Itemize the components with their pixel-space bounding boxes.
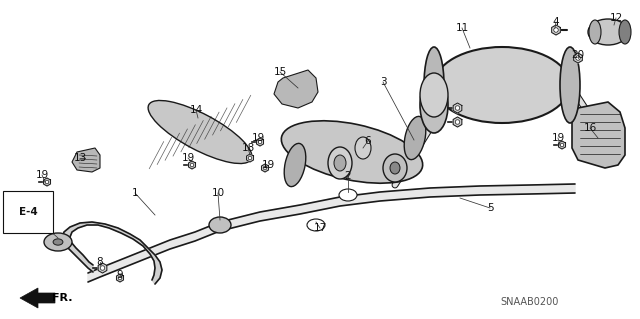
Ellipse shape — [328, 147, 352, 179]
Text: 13: 13 — [74, 153, 86, 163]
Text: 19: 19 — [252, 133, 264, 143]
Ellipse shape — [209, 217, 231, 233]
Circle shape — [554, 28, 558, 32]
Ellipse shape — [619, 20, 631, 44]
Circle shape — [190, 163, 194, 167]
Polygon shape — [552, 25, 561, 35]
Text: 8: 8 — [97, 257, 103, 267]
Text: 9: 9 — [116, 270, 124, 280]
Circle shape — [263, 166, 267, 170]
Polygon shape — [116, 274, 124, 282]
Ellipse shape — [420, 77, 448, 133]
Text: 10: 10 — [211, 188, 225, 198]
Text: SNAAB0200: SNAAB0200 — [501, 297, 559, 307]
Circle shape — [118, 276, 122, 280]
Ellipse shape — [148, 100, 252, 164]
Polygon shape — [274, 70, 318, 108]
Text: 19: 19 — [181, 153, 195, 163]
Circle shape — [576, 56, 580, 60]
Text: 19: 19 — [552, 133, 564, 143]
Ellipse shape — [339, 189, 357, 201]
Text: 3: 3 — [380, 77, 387, 87]
Text: 14: 14 — [189, 105, 203, 115]
Polygon shape — [262, 164, 268, 172]
Text: FR.: FR. — [52, 293, 72, 303]
Ellipse shape — [404, 116, 426, 160]
Text: 1: 1 — [132, 188, 138, 198]
Polygon shape — [559, 141, 566, 149]
Ellipse shape — [391, 163, 399, 173]
Circle shape — [258, 140, 262, 144]
Ellipse shape — [434, 47, 570, 123]
Circle shape — [248, 156, 252, 160]
Ellipse shape — [420, 73, 448, 117]
Ellipse shape — [307, 219, 325, 231]
Text: 7: 7 — [44, 223, 51, 233]
Ellipse shape — [383, 154, 407, 182]
Text: 17: 17 — [314, 223, 326, 233]
Text: 12: 12 — [609, 13, 623, 23]
Text: 6: 6 — [365, 136, 371, 146]
Ellipse shape — [588, 19, 628, 45]
Text: 19: 19 — [35, 170, 49, 180]
Polygon shape — [573, 53, 582, 63]
Polygon shape — [88, 184, 575, 282]
Polygon shape — [72, 148, 100, 172]
Ellipse shape — [390, 162, 400, 174]
Polygon shape — [453, 117, 462, 127]
Text: E-4: E-4 — [19, 207, 37, 217]
Text: 4: 4 — [553, 17, 559, 27]
Text: 18: 18 — [241, 143, 255, 153]
Text: 15: 15 — [273, 67, 287, 77]
Text: 5: 5 — [486, 203, 493, 213]
Ellipse shape — [282, 121, 422, 183]
Polygon shape — [257, 138, 264, 146]
Circle shape — [455, 106, 460, 110]
Ellipse shape — [44, 233, 72, 251]
Text: 16: 16 — [584, 123, 596, 133]
Polygon shape — [246, 154, 253, 162]
Circle shape — [100, 266, 105, 270]
Polygon shape — [44, 178, 51, 186]
Circle shape — [45, 180, 49, 184]
Polygon shape — [572, 102, 625, 168]
Ellipse shape — [589, 20, 601, 44]
Ellipse shape — [334, 155, 346, 171]
Text: 2: 2 — [345, 171, 351, 181]
Polygon shape — [453, 103, 462, 113]
Circle shape — [455, 120, 460, 124]
Text: 11: 11 — [456, 23, 468, 33]
Polygon shape — [20, 288, 55, 308]
Polygon shape — [189, 161, 195, 169]
Ellipse shape — [284, 143, 306, 187]
Ellipse shape — [355, 137, 371, 159]
Text: 19: 19 — [261, 160, 275, 170]
Polygon shape — [98, 263, 107, 273]
Ellipse shape — [424, 47, 444, 123]
Circle shape — [560, 143, 564, 147]
Polygon shape — [62, 222, 162, 284]
Text: 20: 20 — [572, 50, 584, 60]
Ellipse shape — [560, 47, 580, 123]
Ellipse shape — [53, 239, 63, 245]
